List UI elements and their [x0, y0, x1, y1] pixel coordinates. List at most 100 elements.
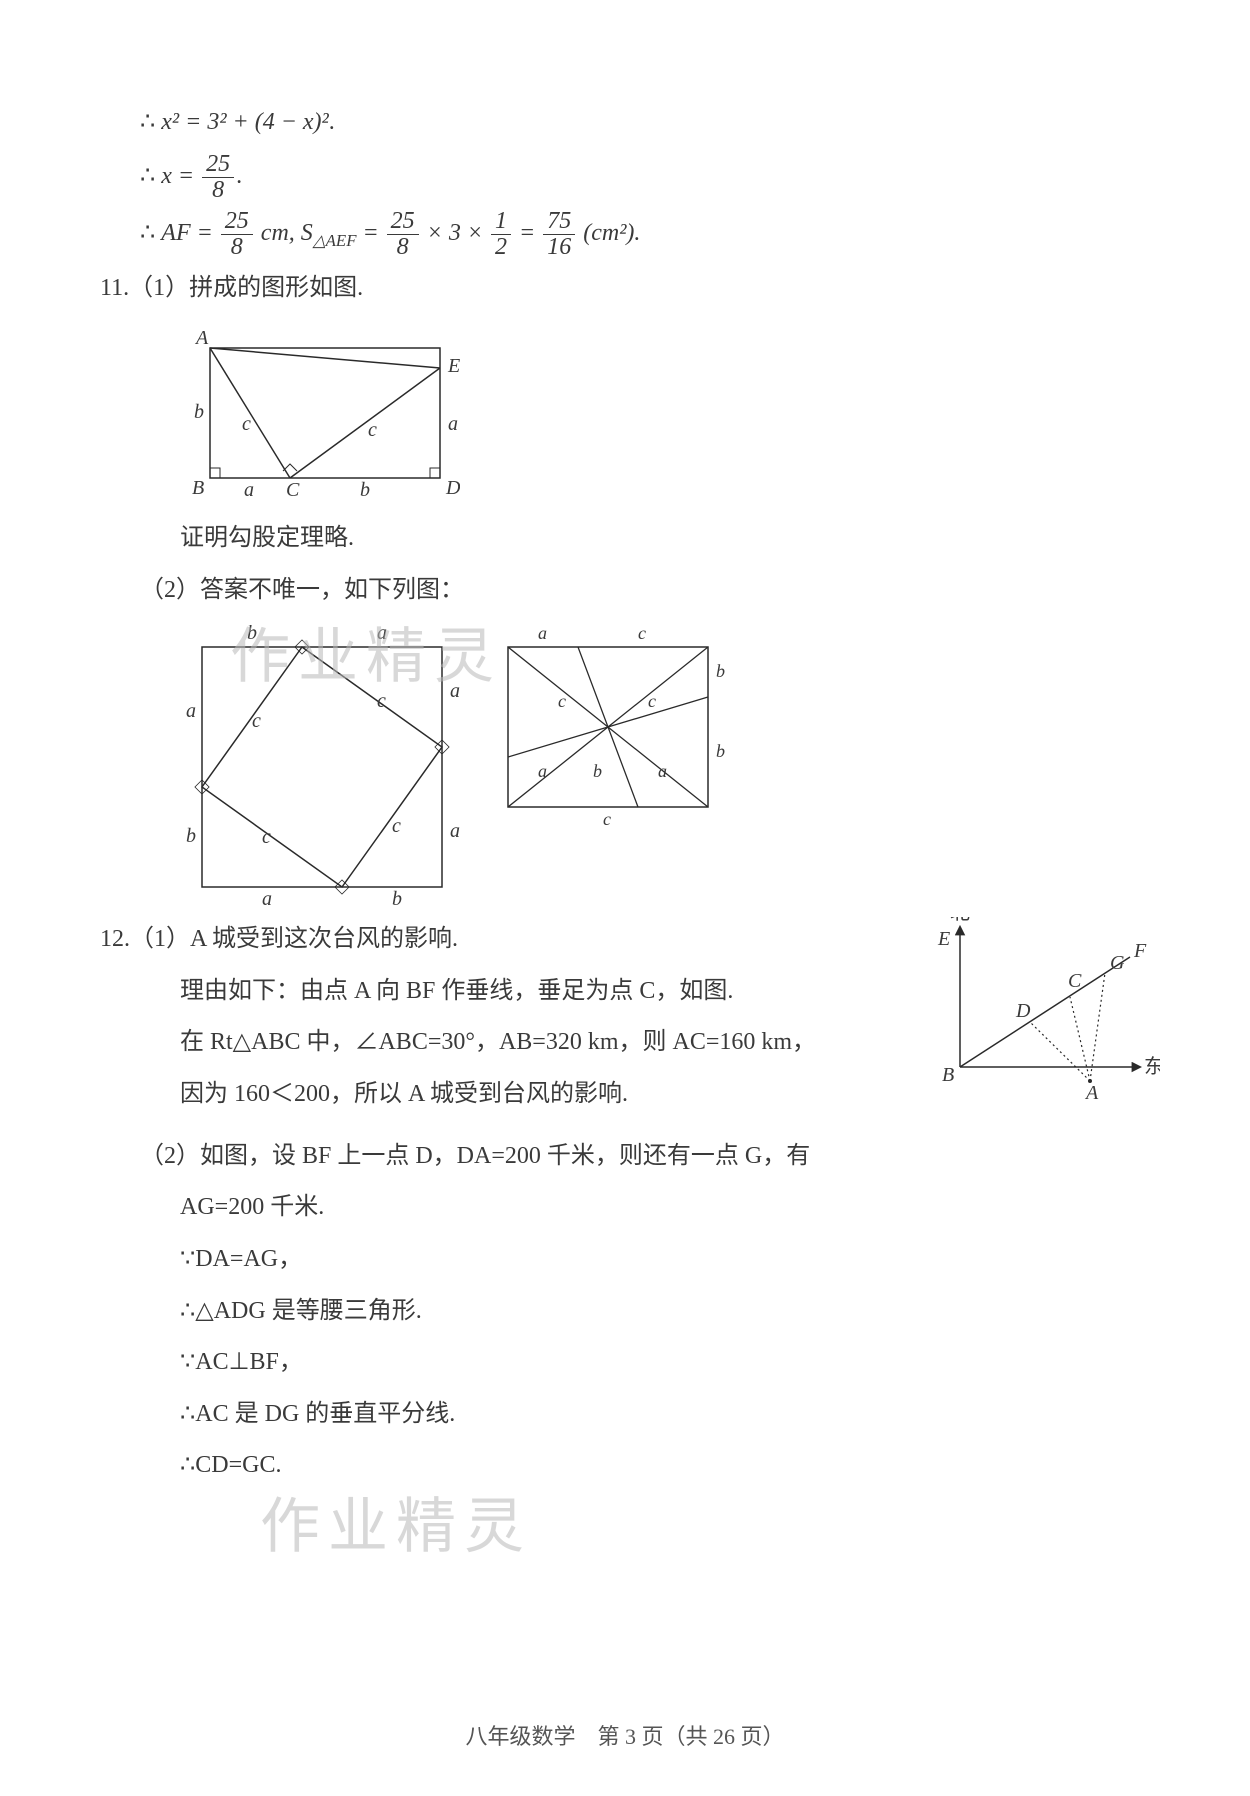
frac-num: 1 — [491, 209, 511, 235]
svg-text:A: A — [194, 327, 209, 349]
svg-text:b: b — [716, 661, 725, 681]
q11-2: （2）答案不唯一，如下列图： — [140, 568, 1160, 614]
q12-2a: （2）如图，设 BF 上一点 D，DA=200 千米，则还有一点 G，有 — [140, 1134, 1160, 1180]
sub: △AEF — [313, 231, 357, 250]
svg-text:c: c — [648, 691, 656, 711]
eq2-frac: 258 — [202, 152, 234, 203]
txt: = — [356, 220, 378, 246]
svg-text:a: a — [377, 625, 387, 644]
svg-text:b: b — [593, 761, 602, 781]
svg-text:C: C — [1068, 970, 1082, 992]
eq1-math: x² = 3² + (4 − x)² — [161, 109, 328, 135]
q12-2b: AG=200 千米. — [180, 1185, 1160, 1231]
svg-text:b: b — [194, 401, 204, 423]
fig12-svg: 北E 东 B F A C D G — [920, 917, 1160, 1117]
frac-den: 16 — [543, 235, 575, 260]
page-footer: 八年级数学 第 3 页（共 26 页） — [0, 1716, 1250, 1758]
q11-1: 11.（1）拼成的图形如图. — [100, 266, 1160, 312]
eq3-f2: 258 — [387, 209, 419, 260]
q12-block: 12.（1）A 城受到这次台风的影响. 理由如下：由点 A 向 BF 作垂线，垂… — [100, 917, 1160, 1134]
svg-text:G: G — [1110, 952, 1125, 974]
fig11-2b-svg: a c b b a b a c c c — [490, 625, 730, 835]
svg-text:a: a — [448, 413, 458, 435]
figure-11-2-group: b a a b a a a b c c c c a c b b a b a c c c — [180, 625, 1160, 905]
svg-text:c: c — [603, 809, 611, 829]
eq-line-3: ∴ AF = 258 cm, S△AEF = 258 × 3 × 12 = 75… — [140, 209, 1160, 260]
therefore: ∴ — [140, 109, 155, 135]
svg-text:a: a — [658, 761, 667, 781]
svg-text:A: A — [1084, 1082, 1099, 1104]
therefore: ∴ — [140, 220, 155, 246]
eq3-e: = — [519, 220, 535, 246]
q12-text: 12.（1）A 城受到这次台风的影响. 理由如下：由点 A 向 BF 作垂线，垂… — [100, 917, 896, 1123]
frac-num: 25 — [387, 209, 419, 235]
page: 作业精灵 作业精灵 ∴ x² = 3² + (4 − x)². ∴ x = 25… — [0, 0, 1250, 1796]
svg-text:c: c — [252, 710, 261, 732]
frac-den: 8 — [202, 178, 234, 203]
eq3-f1: 258 — [221, 209, 253, 260]
q12-s3: ∵AC⊥BF， — [180, 1340, 1160, 1386]
svg-text:C: C — [286, 479, 300, 501]
svg-text:c: c — [392, 815, 401, 837]
q12-1: 12.（1）A 城受到这次台风的影响. — [100, 917, 896, 963]
svg-text:a: a — [186, 700, 196, 722]
svg-text:B: B — [192, 477, 204, 499]
svg-text:a: a — [538, 761, 547, 781]
frac-num: 25 — [221, 209, 253, 235]
q12-because: 因为 160＜200，所以 A 城受到台风的影响. — [180, 1072, 896, 1118]
eq3-b: cm, S△AEF = — [261, 220, 379, 246]
eq3-f4: 7516 — [543, 209, 575, 260]
eq3-f: (cm²). — [583, 220, 640, 246]
svg-text:c: c — [242, 413, 251, 435]
q12-s1: ∵DA=AG， — [180, 1237, 1160, 1283]
frac-den: 8 — [387, 235, 419, 260]
svg-text:b: b — [392, 888, 402, 905]
svg-text:D: D — [1015, 1000, 1031, 1022]
svg-text:c: c — [638, 625, 646, 643]
svg-text:a: a — [244, 479, 254, 501]
q11-proof: 证明勾股定理略. — [180, 516, 1160, 562]
q12-s5: ∴CD=GC. — [180, 1443, 1160, 1489]
svg-text:E: E — [447, 355, 460, 377]
txt: cm, S — [261, 220, 313, 246]
svg-text:b: b — [247, 625, 257, 644]
svg-text:b: b — [360, 479, 370, 501]
fig11-2a-svg: b a a b a a a b c c c c — [180, 625, 460, 905]
svg-text:F: F — [1133, 940, 1147, 962]
svg-text:a: a — [450, 680, 460, 702]
therefore: ∴ — [140, 163, 155, 189]
frac-den: 8 — [221, 235, 253, 260]
eq2-post: . — [236, 163, 242, 189]
svg-text:b: b — [716, 741, 725, 761]
fig11-1-svg: A E B C Db c c a a b — [180, 324, 460, 504]
svg-text:a: a — [538, 625, 547, 643]
q12-s2: ∴△ADG 是等腰三角形. — [180, 1289, 1160, 1335]
svg-text:c: c — [368, 419, 377, 441]
eq1-post: . — [329, 109, 335, 135]
svg-text:北: 北 — [950, 917, 970, 924]
eq-line-1: ∴ x² = 3² + (4 − x)². — [140, 100, 1160, 146]
svg-text:B: B — [942, 1064, 954, 1086]
svg-text:c: c — [262, 826, 271, 848]
q12-s4: ∴AC 是 DG 的垂直平分线. — [180, 1392, 1160, 1438]
svg-text:a: a — [450, 820, 460, 842]
q12-reason: 理由如下：由点 A 向 BF 作垂线，垂足为点 C，如图. — [180, 969, 896, 1015]
eq3-a: AF = — [161, 220, 213, 246]
eq2-lhs: x = — [161, 163, 194, 189]
svg-text:E: E — [937, 928, 950, 950]
frac-num: 25 — [202, 152, 234, 178]
figure-11-1: A E B C Db c c a a b — [180, 324, 1160, 504]
svg-text:c: c — [377, 690, 386, 712]
q12-rt: 在 Rt△ABC 中，∠ABC=30°，AB=320 km，则 AC=160 k… — [180, 1020, 896, 1066]
eq3-d: × 3 × — [427, 220, 483, 246]
frac-den: 2 — [491, 235, 511, 260]
svg-text:c: c — [558, 691, 566, 711]
figure-12: 北E 东 B F A C D G — [920, 917, 1160, 1134]
eq3-f3: 12 — [491, 209, 511, 260]
svg-text:D: D — [445, 477, 460, 499]
eq-line-2: ∴ x = 258. — [140, 152, 1160, 203]
svg-text:b: b — [186, 825, 196, 847]
frac-num: 75 — [543, 209, 575, 235]
svg-text:a: a — [262, 888, 272, 905]
svg-text:东: 东 — [1144, 1055, 1160, 1078]
